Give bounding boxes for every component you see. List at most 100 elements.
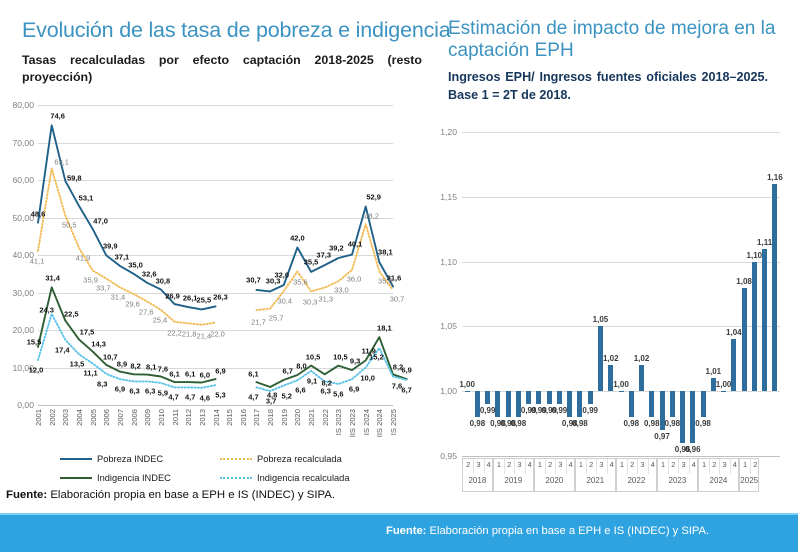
x-axis-label: 2003 bbox=[61, 409, 71, 426]
data-label: 59,8 bbox=[66, 173, 82, 183]
bar-value-label: 1,00 bbox=[613, 380, 629, 390]
poverty-series-svg bbox=[37, 124, 408, 393]
x-axis-label: 2011 bbox=[170, 409, 180, 426]
x-axis-label: 2014 bbox=[211, 409, 221, 426]
bar[interactable] bbox=[721, 391, 727, 393]
x-axis-quarter-label: 3 bbox=[599, 460, 604, 469]
data-label: 6,1 bbox=[184, 369, 196, 379]
bar[interactable] bbox=[659, 391, 665, 431]
data-label: 8,3 bbox=[97, 379, 108, 389]
bar-value-label: 0,99 bbox=[551, 406, 568, 416]
x-axis-quarter-label: 1 bbox=[660, 460, 666, 469]
data-label: 30,8 bbox=[155, 276, 171, 285]
bar-value-label: 0,98 bbox=[561, 419, 578, 429]
bar[interactable] bbox=[567, 391, 573, 418]
data-label: 52,9 bbox=[366, 192, 381, 202]
bar[interactable] bbox=[505, 391, 511, 418]
bar[interactable] bbox=[649, 391, 655, 418]
gridline bbox=[38, 142, 393, 144]
bar[interactable] bbox=[669, 391, 675, 418]
x-axis-year-group: 1 2 3 4 2020 bbox=[533, 458, 575, 492]
x-axis-quarter-label: 4 bbox=[732, 460, 737, 469]
x-axis-year-group: 1 2 3 4 2022 bbox=[615, 458, 657, 492]
x-axis-label: IIS 2023 bbox=[348, 409, 358, 438]
bar[interactable] bbox=[710, 378, 716, 392]
data-label: 6,0 bbox=[199, 370, 211, 379]
data-label: 35,9 bbox=[83, 275, 98, 285]
legend-item[interactable]: Pobreza INDEC bbox=[60, 449, 220, 468]
legend-item[interactable]: Indigencia INDEC bbox=[60, 468, 220, 487]
data-label: 41,1 bbox=[29, 256, 45, 266]
bar[interactable] bbox=[731, 339, 737, 392]
bar[interactable] bbox=[495, 391, 501, 418]
bar[interactable] bbox=[474, 391, 480, 418]
quarter-separator bbox=[668, 459, 670, 474]
gridline bbox=[38, 180, 393, 181]
right-panel: Estimación de impacto de mejora en la ca… bbox=[430, 0, 798, 505]
x-axis-quarter-label: 1 bbox=[578, 460, 584, 469]
bar[interactable] bbox=[546, 391, 552, 405]
bar[interactable] bbox=[597, 326, 603, 392]
data-label: 25,4 bbox=[152, 315, 168, 325]
data-label: 15,5 bbox=[26, 337, 42, 347]
data-label: 12,0 bbox=[28, 365, 44, 375]
gridline bbox=[462, 196, 780, 198]
bar[interactable] bbox=[690, 391, 696, 444]
gridline bbox=[38, 330, 393, 331]
bar-value-label: 0,97 bbox=[654, 432, 670, 442]
bar[interactable] bbox=[772, 183, 778, 392]
bar[interactable] bbox=[587, 391, 593, 405]
x-axis-label: 2006 bbox=[102, 409, 112, 426]
y-axis-tick: 50,00 bbox=[12, 212, 34, 223]
bar-value-label: 1,04 bbox=[726, 328, 742, 338]
bar[interactable] bbox=[700, 391, 706, 418]
bar[interactable] bbox=[485, 391, 491, 405]
data-label: 6,7 bbox=[282, 366, 293, 376]
bar[interactable] bbox=[464, 391, 470, 393]
bar[interactable] bbox=[618, 391, 624, 393]
quarter-separator bbox=[637, 459, 639, 474]
data-label: 22,2 bbox=[167, 328, 182, 338]
bar[interactable] bbox=[741, 287, 747, 392]
data-label: 4,7 bbox=[248, 392, 259, 402]
data-label: 21,4 bbox=[196, 331, 212, 341]
bar[interactable] bbox=[536, 391, 542, 405]
legend-item[interactable]: Pobreza recalculada bbox=[220, 449, 390, 468]
gridline bbox=[38, 292, 393, 294]
data-label: 6,6 bbox=[295, 385, 306, 395]
bottom-source-text: Elaboración propia en base a EPH e IS (I… bbox=[429, 525, 710, 537]
bar[interactable] bbox=[556, 391, 562, 405]
bar[interactable] bbox=[680, 391, 686, 444]
bar[interactable] bbox=[577, 391, 583, 418]
x-axis-year-group: 1 2 3 4 2021 bbox=[574, 458, 616, 492]
legend-swatch-icon bbox=[220, 457, 252, 460]
data-label: 3,7 bbox=[265, 396, 277, 406]
data-label: 42,0 bbox=[290, 233, 305, 242]
data-label: 9,3 bbox=[349, 356, 361, 366]
data-label: 30,3 bbox=[302, 297, 318, 307]
bar-value-label: 0,99 bbox=[520, 406, 537, 416]
x-axis-label: 2001 bbox=[34, 409, 43, 426]
data-label: 30,3 bbox=[265, 276, 281, 286]
bar[interactable] bbox=[515, 391, 521, 418]
legend-item[interactable]: Indigencia recalculada bbox=[220, 468, 390, 487]
bottom-source-note: Fuente: Elaboración propia en base a EPH… bbox=[386, 525, 709, 537]
bar[interactable] bbox=[608, 365, 614, 392]
bar[interactable] bbox=[639, 365, 645, 392]
left-panel-title: Evolución de las tasa de pobreza e indig… bbox=[22, 18, 451, 42]
quarter-separator bbox=[514, 459, 516, 474]
x-axis-year-label: 2021 bbox=[586, 476, 605, 485]
bar-value-label: 0,98 bbox=[469, 419, 486, 429]
bar[interactable] bbox=[526, 391, 532, 405]
data-label: 5,3 bbox=[215, 390, 226, 400]
x-axis-label: 2017 bbox=[252, 409, 262, 426]
bar[interactable] bbox=[762, 248, 768, 392]
data-label: 10,5 bbox=[333, 352, 348, 362]
x-axis-line bbox=[462, 456, 780, 457]
bar[interactable] bbox=[751, 261, 757, 392]
y-axis-tick: 0,00 bbox=[17, 400, 34, 410]
bar-value-label: 0,96 bbox=[685, 445, 701, 455]
data-label: 33,0 bbox=[334, 285, 349, 295]
bar[interactable] bbox=[628, 391, 634, 418]
